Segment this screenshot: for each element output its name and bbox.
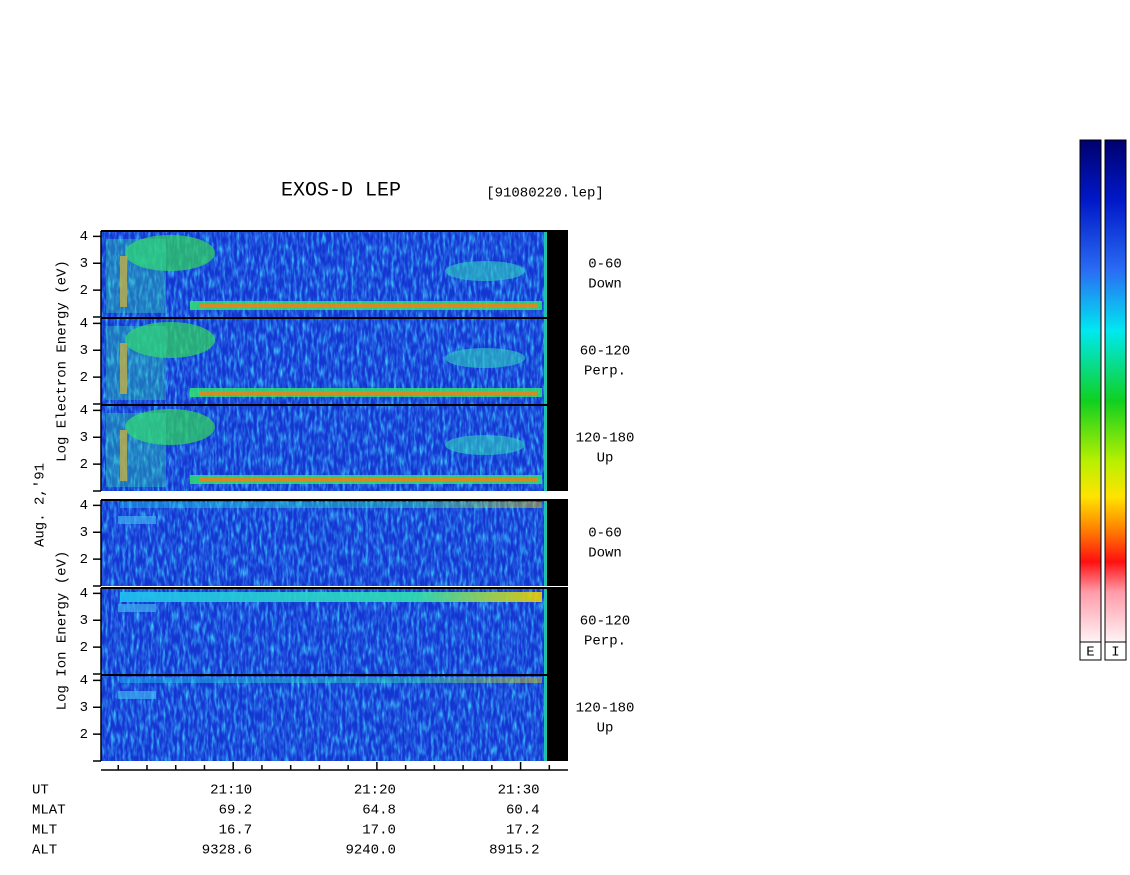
spectrogram-feature [125,409,215,445]
colorbar [1079,139,1102,643]
spectrogram-feature [120,343,127,394]
colorbar-label: I [1111,645,1119,661]
x-axis-label: UT [32,783,49,799]
spectrogram-feature [118,691,156,699]
spectrogram-feature [106,413,166,487]
ephemeris-label: MLAT [32,803,66,819]
title: EXOS-D LEP [281,179,401,202]
y-tick-label: 2 [80,552,88,568]
y-tick-label: 4 [80,498,88,514]
channel-label: Down [588,546,622,562]
data-gap [547,500,568,586]
data-edge [544,231,547,317]
y-tick-label: 2 [80,457,88,473]
y-tick-label: 2 [80,370,88,386]
data-edge [544,405,547,491]
colorbar [1104,139,1127,643]
channel-label: 120-180 [576,431,635,447]
ephemeris-label: ALT [32,843,57,859]
channel-label: Down [588,277,622,293]
ephemeris-value: 64.8 [362,803,396,819]
channel-label: 0-60 [588,526,622,542]
spectrogram-feature [106,239,166,313]
y-tick-label: 4 [80,403,88,419]
y-tick-label: 2 [80,283,88,299]
spectrogram-feature [200,478,537,482]
data-gap [547,675,568,761]
ephemeris-value: 8915.2 [489,843,539,859]
ephemeris-value: 17.0 [362,823,396,839]
spectrogram-feature [125,235,215,271]
date-label: Aug. 2,'91 [33,463,49,547]
spectrogram-noise [101,675,547,761]
ephemeris-label: MLT [32,823,57,839]
channel-label: Up [597,721,614,737]
spectrogram-feature [118,604,156,612]
spectrogram-feature [120,430,127,481]
y-tick-label: 4 [80,586,88,602]
spectrogram-noise [101,588,547,674]
ephemeris-value: 60.4 [506,803,540,819]
channel-label: 60-120 [580,344,630,360]
y-tick-label: 4 [80,673,88,689]
y-tick-label: 2 [80,640,88,656]
data-edge [544,588,547,674]
colorbar-label: E [1086,645,1094,661]
x-tick-label: 21:30 [498,783,540,799]
spectrogram-feature [118,516,156,524]
spectrogram-feature [120,677,542,683]
y-tick-label: 3 [80,700,88,716]
data-gap [547,588,568,674]
y-tick-label: 3 [80,343,88,359]
colorbar-label-box [1104,641,1127,661]
ephemeris-value: 69.2 [219,803,253,819]
spectrogram-feature [445,435,525,455]
spectrogram-feature [200,391,537,395]
y-tick-label: 3 [80,613,88,629]
ephemeris-value: 9240.0 [345,843,395,859]
spectrogram-feature [120,256,127,307]
channel-label: Perp. [584,364,626,380]
x-tick-label: 21:10 [210,783,252,799]
subtitle: [91080220.lep] [486,186,604,202]
y-axis-label: Log Electron Energy (eV) [55,260,71,462]
colorbar-label-box [1079,641,1102,661]
spectrogram-noise [101,500,547,586]
data-edge [544,318,547,404]
spectrogram-feature [106,326,166,400]
y-tick-label: 4 [80,316,88,332]
ephemeris-value: 17.2 [506,823,540,839]
data-gap [547,318,568,404]
channel-label: Perp. [584,634,626,650]
data-gap [547,231,568,317]
spectrogram-feature [125,322,215,358]
channel-label: Up [597,451,614,467]
channel-label: 60-120 [580,614,630,630]
spectrogram-feature [200,304,537,308]
y-tick-label: 2 [80,727,88,743]
y-tick-label: 4 [80,229,88,245]
y-tick-label: 3 [80,430,88,446]
channel-label: 0-60 [588,257,622,273]
y-axis-label: Log Ion Energy (eV) [55,551,71,711]
data-gap [547,405,568,491]
y-tick-label: 3 [80,525,88,541]
ephemeris-value: 9328.6 [202,843,252,859]
spectrogram-feature [120,592,542,602]
x-tick-label: 21:20 [354,783,396,799]
channel-label: 120-180 [576,701,635,717]
spectrogram-feature [445,348,525,368]
data-edge [544,675,547,761]
data-edge [544,500,547,586]
spectrogram-feature [445,261,525,281]
y-tick-label: 3 [80,256,88,272]
ephemeris-value: 16.7 [219,823,253,839]
spectrogram-feature [120,502,542,508]
